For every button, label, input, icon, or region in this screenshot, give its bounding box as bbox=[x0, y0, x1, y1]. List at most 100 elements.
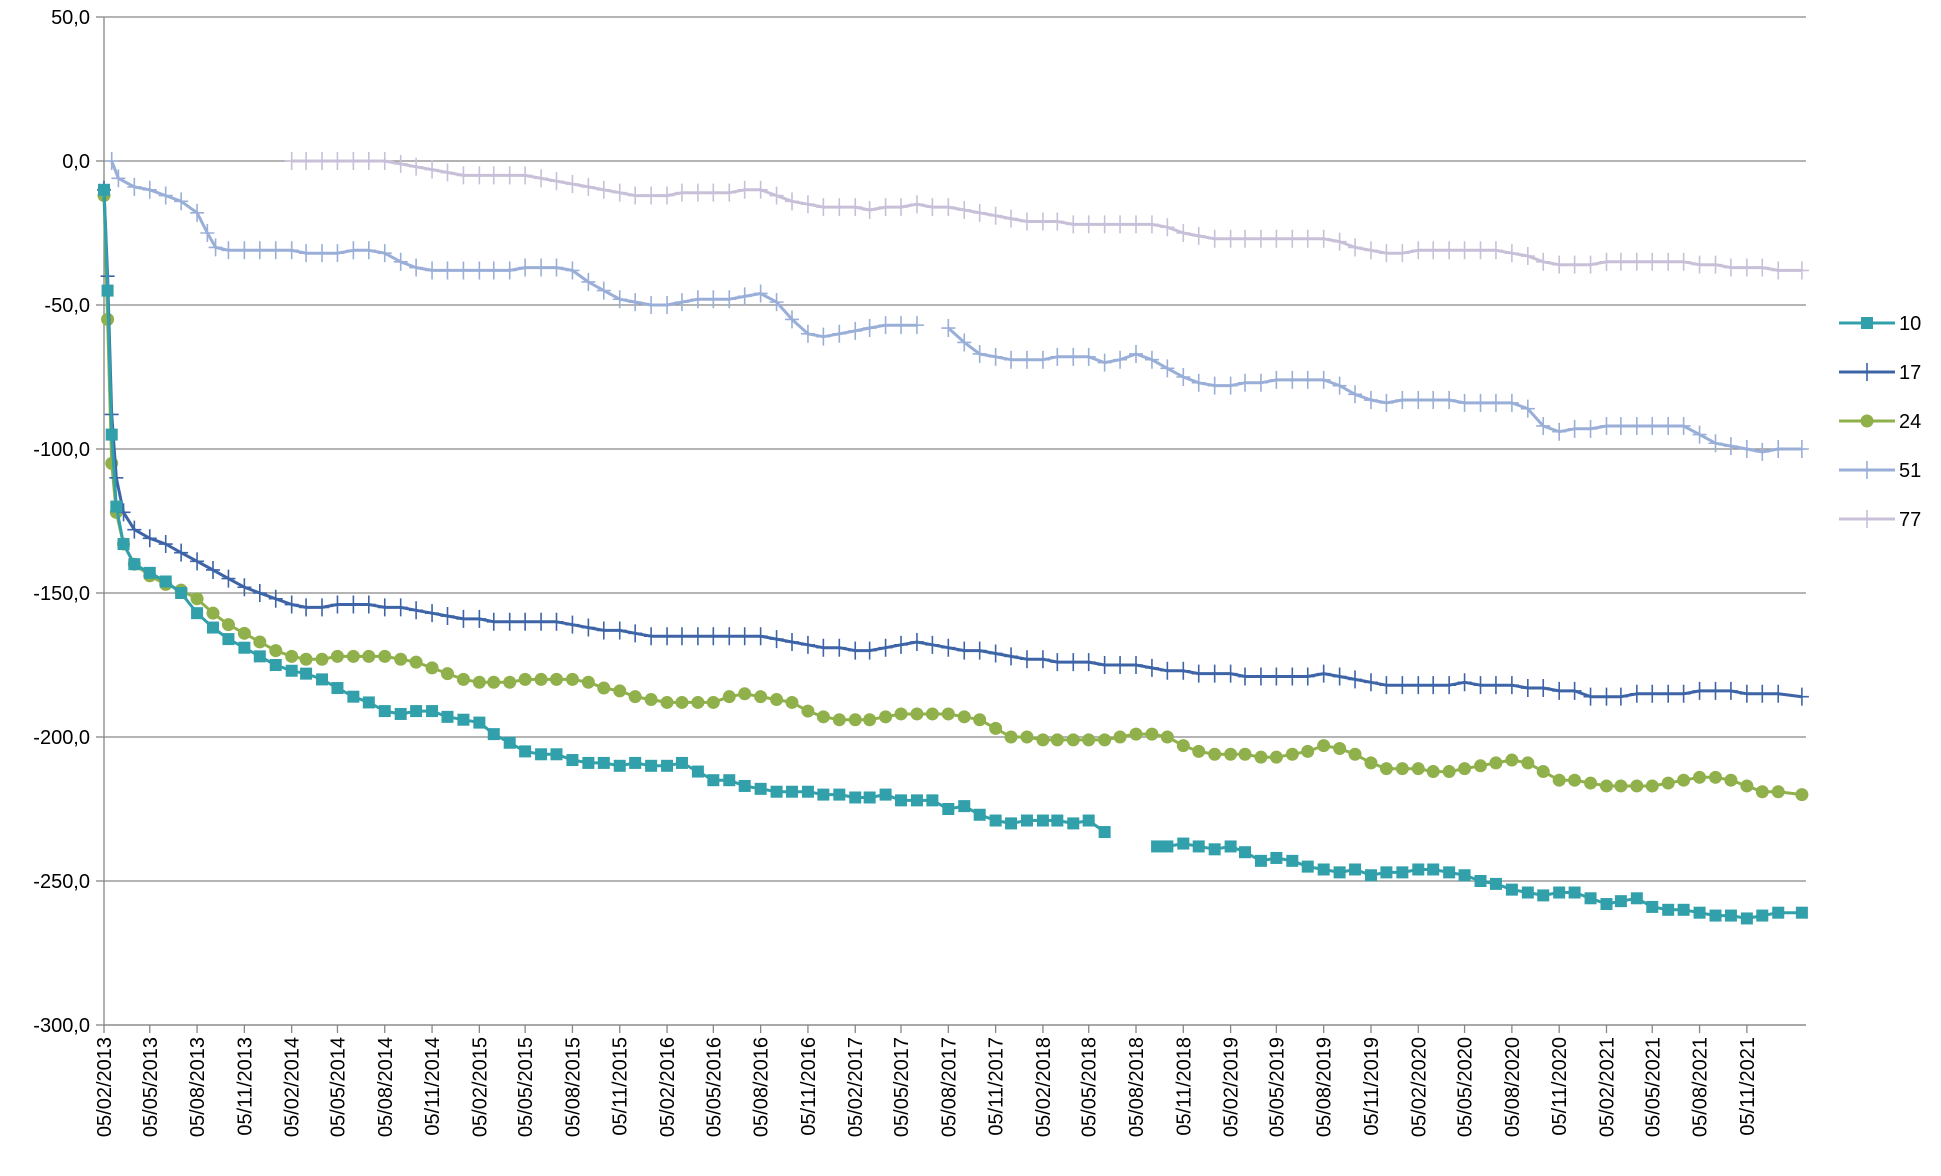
series-17-point bbox=[486, 612, 501, 631]
series-17-point bbox=[644, 627, 659, 646]
series-10-point bbox=[1317, 863, 1330, 876]
series-51-point bbox=[1504, 393, 1519, 412]
series-77-point bbox=[596, 180, 611, 199]
series-17-point bbox=[957, 641, 972, 660]
series-77-point bbox=[660, 186, 675, 205]
series-77 bbox=[284, 152, 1809, 280]
series-10-point bbox=[143, 566, 156, 579]
series-77-point bbox=[1771, 261, 1786, 280]
series-17-point bbox=[127, 520, 142, 539]
series-10-point bbox=[101, 284, 114, 297]
series-10-point bbox=[98, 183, 110, 196]
series-10-point bbox=[926, 794, 939, 807]
series-24-point bbox=[675, 695, 689, 709]
series-17-point bbox=[1176, 661, 1191, 680]
series-10-point bbox=[707, 774, 720, 787]
series-10-point bbox=[1239, 846, 1252, 859]
series-77-point bbox=[486, 166, 501, 185]
x-tick-label: 05/05/2020 bbox=[1455, 1037, 1477, 1137]
series-10-point bbox=[1349, 863, 1362, 876]
series-10-point bbox=[1756, 909, 1769, 922]
series-10-point bbox=[175, 587, 188, 599]
series-24-point bbox=[910, 707, 924, 721]
y-tick-label: 0,0 bbox=[62, 151, 90, 173]
series-layer bbox=[97, 152, 1809, 925]
series-17-point bbox=[1238, 667, 1253, 686]
series-10-point bbox=[128, 558, 141, 571]
series-24-point bbox=[706, 695, 720, 709]
series-51-point bbox=[1081, 347, 1096, 366]
series-10-point bbox=[738, 779, 751, 792]
series-77-point bbox=[1613, 252, 1628, 271]
legend-label: 10 bbox=[1899, 313, 1921, 335]
series-77-point bbox=[1191, 226, 1206, 245]
series-24-point bbox=[957, 710, 971, 724]
series-17-point bbox=[1066, 653, 1081, 672]
series-24-point bbox=[425, 661, 439, 675]
series-17-point bbox=[440, 607, 455, 626]
series-10-point bbox=[191, 607, 204, 620]
series-77-point bbox=[377, 152, 392, 170]
series-77-point bbox=[957, 200, 972, 219]
series-10-point bbox=[1584, 892, 1597, 905]
series-10-point bbox=[1051, 814, 1064, 827]
x-tick-label: 05/05/2021 bbox=[1642, 1037, 1664, 1137]
series-10-point bbox=[910, 794, 923, 807]
legend-label: 77 bbox=[1899, 509, 1921, 531]
series-77-point bbox=[1536, 252, 1551, 271]
series-51-point bbox=[644, 296, 659, 314]
series-51-point bbox=[1019, 350, 1034, 369]
series-10-point bbox=[441, 710, 454, 723]
series-17-point bbox=[1223, 664, 1238, 683]
series-10-point bbox=[1177, 837, 1190, 850]
series-10-point bbox=[645, 759, 658, 772]
series-77-point bbox=[1144, 215, 1159, 234]
series-51-point bbox=[1285, 370, 1300, 389]
series-51-point bbox=[1583, 419, 1598, 438]
series-24-point bbox=[472, 675, 486, 689]
series-24-point bbox=[549, 672, 563, 686]
series-24-point bbox=[848, 713, 862, 727]
series-51-point bbox=[1035, 350, 1050, 369]
legend-marker bbox=[1860, 510, 1874, 528]
series-77-point bbox=[361, 152, 376, 170]
legend-item-17: 17 bbox=[1839, 362, 1921, 384]
series-24-point bbox=[518, 672, 532, 686]
series-10-point bbox=[269, 659, 282, 671]
series-17 bbox=[97, 180, 1809, 706]
x-tick-label: 05/08/2015 bbox=[562, 1037, 584, 1137]
series-24-point bbox=[1614, 779, 1628, 793]
series-10-point bbox=[378, 705, 391, 718]
series-24-point bbox=[1192, 744, 1206, 758]
series-51-point bbox=[284, 241, 299, 260]
series-17-point bbox=[1019, 650, 1034, 669]
series-24-point bbox=[1333, 742, 1347, 756]
series-77-point bbox=[1583, 255, 1598, 274]
series-10-point bbox=[238, 641, 251, 654]
x-tick-label: 05/02/2020 bbox=[1408, 1037, 1430, 1137]
x-tick-label: 05/11/2021 bbox=[1737, 1037, 1759, 1136]
series-10-point bbox=[1772, 906, 1785, 919]
series-77-point bbox=[1629, 252, 1644, 271]
series-77-point bbox=[737, 180, 752, 199]
series-10-point bbox=[1412, 863, 1425, 876]
series-17-point bbox=[1536, 679, 1551, 698]
series-24-point bbox=[1411, 762, 1425, 776]
series-77-point bbox=[346, 152, 361, 170]
series-51-point bbox=[252, 241, 267, 260]
series-10-point bbox=[1208, 843, 1221, 856]
series-51-point bbox=[1739, 440, 1754, 458]
series-51-point bbox=[957, 333, 972, 352]
series-10-point bbox=[1677, 903, 1690, 916]
series-24-point bbox=[1458, 762, 1472, 776]
series-77-point bbox=[753, 180, 768, 199]
series-51-point bbox=[142, 180, 157, 199]
series-24-point bbox=[863, 713, 877, 727]
x-tick-label: 05/02/2016 bbox=[657, 1037, 679, 1137]
series-77-point bbox=[1004, 209, 1019, 228]
series-51-point bbox=[237, 241, 252, 260]
series-10-point bbox=[487, 728, 500, 741]
series-51-point bbox=[1113, 350, 1128, 369]
series-17-point bbox=[1113, 656, 1128, 674]
series-51-point bbox=[299, 244, 314, 263]
